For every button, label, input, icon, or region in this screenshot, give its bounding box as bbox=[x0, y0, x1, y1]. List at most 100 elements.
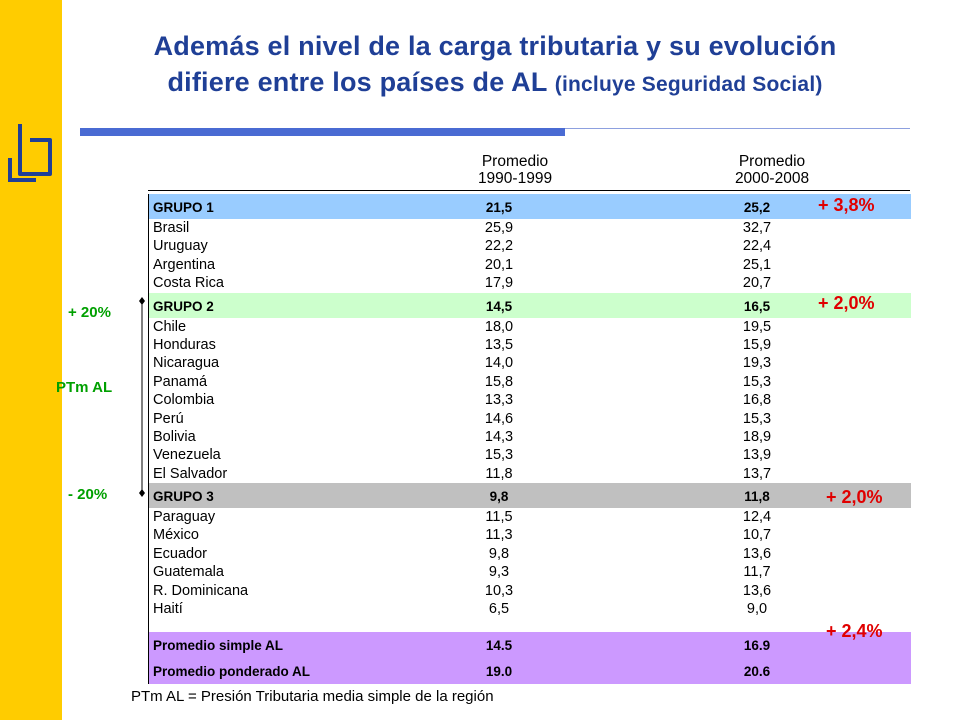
row-label: GRUPO 2 bbox=[153, 298, 214, 314]
table-row: Bolivia 14,3 18,9 bbox=[149, 428, 911, 446]
row-label: México bbox=[153, 527, 199, 544]
table-row: Venezuela 15,3 13,9 bbox=[149, 446, 911, 464]
table-row: Colombia 13,3 16,8 bbox=[149, 391, 911, 409]
value-2000-2008: 9,0 bbox=[746, 601, 768, 618]
value-1990-1999: 11,5 bbox=[485, 509, 513, 526]
value-1990-1999: 6,5 bbox=[488, 601, 510, 618]
table-top-border bbox=[148, 190, 910, 191]
row-label: Paraguay bbox=[153, 509, 216, 526]
logo-icon bbox=[8, 124, 52, 182]
value-1990-1999: 13,3 bbox=[484, 392, 514, 409]
row-label: GRUPO 3 bbox=[153, 489, 214, 505]
title-underline-thick bbox=[80, 128, 565, 136]
value-2000-2008: 13,6 bbox=[742, 582, 772, 599]
title-line-2: difiere entre los países de AL (incluye … bbox=[80, 64, 910, 103]
value-1990-1999: 10,3 bbox=[484, 582, 514, 599]
footnote: PTm AL = Presión Tributaria media simple… bbox=[131, 688, 494, 705]
row-label: Promedio ponderado AL bbox=[153, 664, 311, 680]
table-row: Argentina 20,1 25,1 bbox=[149, 256, 911, 274]
row-label: El Salvador bbox=[153, 465, 228, 482]
table-row: Guatemala 9,3 11,7 bbox=[149, 563, 911, 581]
table-row: Uruguay 22,2 22,4 bbox=[149, 237, 911, 255]
average-row: Promedio simple AL 14.5 16.9 bbox=[149, 632, 911, 659]
row-label: Uruguay bbox=[153, 238, 208, 255]
column-header-2-line-2: 2000-2008 bbox=[734, 170, 810, 187]
title-underline-thin bbox=[565, 128, 910, 129]
table-row: Brasil 25,9 32,7 bbox=[149, 219, 911, 237]
table-row: Costa Rica 17,9 20,7 bbox=[149, 274, 911, 292]
change-group-1: + 3,8% bbox=[818, 195, 875, 215]
row-label: Bolivia bbox=[153, 428, 196, 445]
value-1990-1999: 14,6 bbox=[484, 410, 514, 427]
value-1990-1999: 9,3 bbox=[488, 564, 510, 581]
value-1990-1999: 13,5 bbox=[484, 336, 514, 353]
table-spacer bbox=[149, 618, 911, 632]
column-header-1-line-2: 1990-1999 bbox=[477, 170, 553, 187]
value-2000-2008: 20.6 bbox=[743, 664, 771, 680]
slide-title: Además el nivel de la carga tributaria y… bbox=[80, 28, 910, 103]
value-2000-2008: 22,4 bbox=[742, 238, 772, 255]
value-2000-2008: 15,3 bbox=[742, 373, 772, 390]
value-2000-2008: 13,6 bbox=[742, 545, 772, 562]
group-row: GRUPO 1 21,5 25,2 bbox=[149, 194, 911, 219]
row-label: Venezuela bbox=[153, 447, 221, 464]
value-1990-1999: 22,2 bbox=[484, 238, 514, 255]
row-label: R. Dominicana bbox=[153, 582, 249, 599]
value-2000-2008: 11,8 bbox=[744, 489, 770, 505]
value-2000-2008: 13,9 bbox=[742, 447, 772, 464]
value-1990-1999: 20,1 bbox=[484, 256, 514, 273]
table-row: Honduras 13,5 15,9 bbox=[149, 336, 911, 354]
value-2000-2008: 16.9 bbox=[743, 638, 771, 654]
row-label: Guatemala bbox=[153, 564, 224, 581]
title-main: difiere entre los países de AL bbox=[167, 67, 548, 97]
value-2000-2008: 12,4 bbox=[742, 509, 772, 526]
value-1990-1999: 15,8 bbox=[484, 373, 514, 390]
value-2000-2008: 16,8 bbox=[742, 392, 772, 409]
value-1990-1999: 9,8 bbox=[489, 489, 509, 505]
value-1990-1999: 17,9 bbox=[484, 275, 514, 292]
value-1990-1999: 14,0 bbox=[484, 355, 514, 372]
average-row: Promedio ponderado AL 19.0 20.6 bbox=[149, 658, 911, 685]
group-row: GRUPO 3 9,8 11,8 bbox=[149, 483, 911, 509]
side-label-minus-20: - 20% bbox=[68, 486, 108, 503]
value-1990-1999: 11,8 bbox=[485, 465, 513, 482]
value-2000-2008: 15,9 bbox=[742, 336, 772, 353]
value-1990-1999: 11,3 bbox=[485, 527, 513, 544]
table-row: El Salvador 11,8 13,7 bbox=[149, 465, 911, 483]
row-label: Costa Rica bbox=[153, 275, 224, 292]
table-row: Chile 18,0 19,5 bbox=[149, 318, 911, 336]
value-2000-2008: 11,7 bbox=[743, 564, 771, 581]
side-label-plus-20: + 20% bbox=[68, 304, 111, 321]
value-2000-2008: 25,1 bbox=[742, 256, 772, 273]
row-label: Colombia bbox=[153, 392, 215, 409]
value-1990-1999: 9,8 bbox=[488, 545, 510, 562]
range-bracket bbox=[139, 297, 145, 497]
table-row: Paraguay 11,5 12,4 bbox=[149, 508, 911, 526]
value-2000-2008: 10,7 bbox=[742, 527, 772, 544]
value-1990-1999: 18,0 bbox=[484, 318, 514, 335]
table-row: México 11,3 10,7 bbox=[149, 526, 911, 544]
tax-burden-table: GRUPO 1 21,5 25,2 Brasil 25,9 32,7 Uruguay 22,2… bbox=[148, 194, 911, 685]
value-1990-1999: 21,5 bbox=[485, 200, 513, 215]
group-row: GRUPO 2 14,5 16,5 bbox=[149, 292, 911, 318]
table-row: Nicaragua 14,0 19,3 bbox=[149, 354, 911, 372]
value-2000-2008: 20,7 bbox=[742, 275, 772, 292]
value-2000-2008: 16,5 bbox=[743, 298, 771, 314]
row-label: Brasil bbox=[153, 220, 190, 236]
side-label-ptm-al: PTm AL bbox=[56, 379, 113, 396]
bracket-top-marker bbox=[139, 297, 145, 305]
value-2000-2008: 32,7 bbox=[742, 220, 772, 236]
row-label: Haití bbox=[153, 601, 183, 618]
bracket-bottom-marker bbox=[139, 489, 145, 497]
change-average: + 2,4% bbox=[826, 621, 883, 641]
column-header-1-line-1: Promedio bbox=[481, 153, 549, 170]
row-label: Argentina bbox=[153, 256, 216, 273]
row-label: Chile bbox=[153, 318, 187, 335]
value-1990-1999: 15,3 bbox=[484, 447, 514, 464]
row-label: Panamá bbox=[153, 373, 208, 390]
row-label: Nicaragua bbox=[153, 355, 220, 372]
row-label: Promedio simple AL bbox=[153, 638, 284, 654]
title-subtitle: (incluye Seguridad Social) bbox=[554, 73, 823, 96]
table-row: R. Dominicana 10,3 13,6 bbox=[149, 582, 911, 600]
value-2000-2008: 19,5 bbox=[742, 318, 772, 335]
